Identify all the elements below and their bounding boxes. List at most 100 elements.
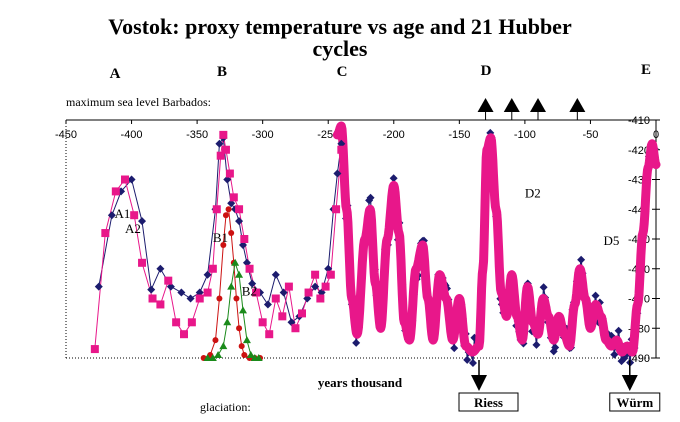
- data-point-diamond: [551, 343, 560, 352]
- series-line-circle: [203, 207, 260, 359]
- data-point-square: [164, 276, 173, 285]
- data-point-square: [298, 309, 306, 318]
- annotation-label: B2: [242, 284, 257, 299]
- x-tick-label: -300: [252, 129, 274, 141]
- data-point-square: [284, 282, 293, 291]
- data-point-circle: [236, 325, 243, 332]
- data-point-circle: [225, 206, 232, 213]
- data-point-square: [316, 294, 325, 303]
- data-point-triangle: [219, 342, 228, 350]
- data-point-triangle: [239, 306, 247, 314]
- data-point-triangle: [203, 354, 212, 361]
- chart-title: Vostok: proxy temperature vs age and 21 …: [108, 14, 572, 39]
- data-point-circle: [222, 212, 229, 219]
- y-tick-label: -410: [628, 115, 650, 127]
- period-label-a: A: [110, 66, 121, 82]
- sea-level-label: maximum sea level Barbados:: [66, 95, 211, 109]
- glaciation-name: Riess: [474, 395, 503, 410]
- data-point-square: [195, 294, 204, 303]
- annotation-label: B1: [213, 230, 228, 245]
- data-point-square: [90, 345, 99, 354]
- data-point-square: [240, 235, 249, 243]
- data-point-triangle: [242, 336, 251, 344]
- chart-title-line2: cycles: [313, 36, 368, 61]
- data-point-square: [121, 175, 129, 184]
- data-point-diamond: [539, 283, 548, 292]
- data-point-diamond: [352, 338, 361, 347]
- data-point-diamond: [186, 294, 195, 303]
- data-point-square: [138, 258, 147, 267]
- x-tick-label: -50: [582, 129, 598, 141]
- data-point-diamond: [235, 217, 244, 226]
- data-point-diamond: [248, 279, 257, 288]
- data-point-square: [221, 145, 230, 154]
- data-point-triangle: [246, 351, 255, 359]
- data-point-square: [172, 318, 181, 327]
- data-point-triangle: [214, 351, 223, 359]
- data-point-square: [304, 288, 313, 297]
- period-label-e: E: [641, 62, 651, 78]
- data-point-square: [229, 193, 238, 202]
- data-point-diamond: [156, 264, 165, 273]
- glaciation-arrow: [621, 375, 638, 391]
- data-point-triangle: [254, 354, 263, 361]
- data-point-square: [258, 318, 267, 327]
- data-point-diamond: [389, 174, 398, 183]
- data-point-square: [156, 300, 165, 309]
- x-tick-label: -200: [383, 129, 405, 141]
- data-point-square: [203, 288, 212, 297]
- sea-level-marker: [530, 98, 546, 112]
- data-point-square: [225, 169, 234, 178]
- data-point-diamond: [147, 285, 156, 294]
- data-point-diamond: [107, 211, 116, 220]
- marks-layer: [90, 121, 661, 367]
- x-tick-label: 0: [653, 129, 659, 141]
- data-point-diamond: [311, 282, 320, 291]
- data-point-circle: [238, 343, 245, 350]
- data-point-diamond: [463, 355, 472, 364]
- data-point-triangle: [208, 354, 217, 361]
- data-point-square: [235, 205, 244, 214]
- data-point-diamond: [127, 175, 136, 184]
- data-point-diamond: [450, 344, 459, 353]
- data-point-triangle: [227, 282, 236, 290]
- data-point-square: [291, 324, 300, 333]
- data-point-circle: [212, 337, 219, 344]
- data-point-square: [311, 270, 320, 279]
- glaciation-box: [609, 392, 661, 412]
- data-point-diamond: [468, 358, 477, 367]
- data-point-square: [208, 264, 217, 273]
- data-point-square: [216, 151, 225, 160]
- data-point-circle: [233, 295, 240, 302]
- data-point-circle: [216, 295, 223, 302]
- data-point-circle: [228, 230, 235, 237]
- data-point-diamond: [177, 288, 186, 297]
- data-point-square: [332, 205, 341, 214]
- x-tick-label: -450: [55, 129, 77, 141]
- data-point-square: [278, 312, 287, 321]
- period-label-d: D: [481, 63, 492, 79]
- data-point-diamond: [532, 340, 541, 349]
- data-point-triangle: [231, 258, 240, 266]
- x-tick-label: -350: [186, 129, 208, 141]
- data-point-square: [219, 130, 228, 139]
- x-axis-label: years thousand: [318, 375, 403, 390]
- x-tick-label: -100: [514, 129, 536, 141]
- data-point-diamond: [271, 270, 280, 279]
- data-point-diamond: [610, 350, 619, 359]
- data-point-square: [265, 330, 274, 339]
- data-point-diamond: [215, 139, 224, 148]
- x-tick-label: -400: [121, 129, 143, 141]
- data-point-triangle: [235, 270, 244, 278]
- glaciation-layer: Riess Würm: [458, 360, 661, 412]
- glaciation-box: [458, 392, 519, 412]
- x-tick-label: -250: [317, 129, 339, 141]
- data-point-square: [180, 330, 188, 339]
- data-point-square: [252, 288, 261, 297]
- annotation-label: A1: [115, 206, 131, 221]
- glaciation-name: Würm: [616, 395, 653, 410]
- sea-level-marker: [477, 98, 494, 112]
- data-point-square: [271, 294, 280, 303]
- data-point-triangle: [223, 318, 232, 326]
